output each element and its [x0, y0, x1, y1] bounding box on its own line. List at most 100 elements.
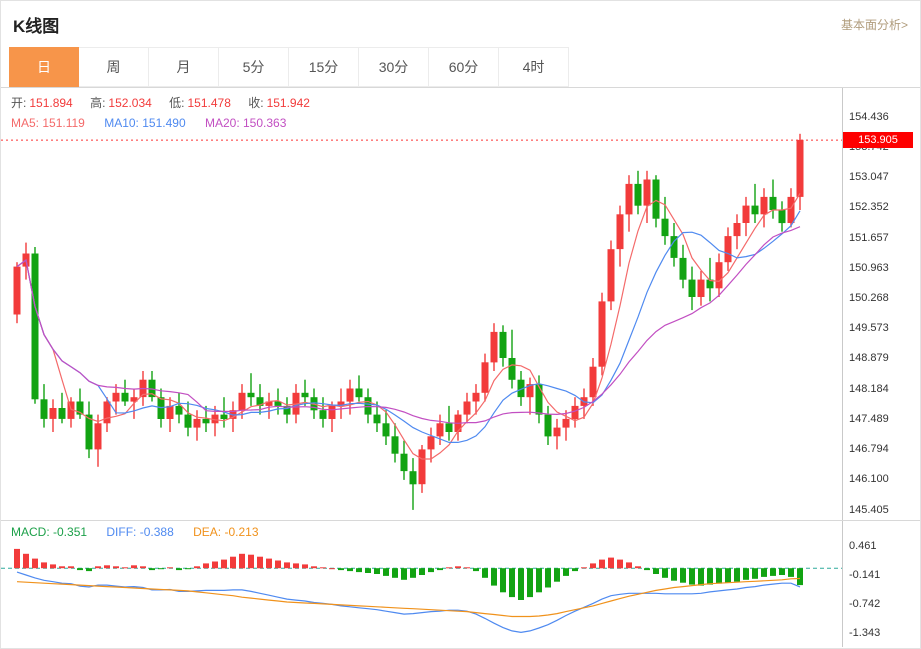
tab-day[interactable]: 日	[9, 47, 79, 87]
candlestick-chart[interactable]	[1, 88, 842, 520]
macd-bar	[329, 568, 335, 570]
candle-body	[373, 414, 381, 424]
candle-body	[265, 401, 273, 406]
candle-body	[697, 279, 705, 297]
price-axis-label: 150.268	[849, 291, 889, 304]
ma20-line	[16, 226, 801, 424]
tab-4hour[interactable]: 4时	[499, 47, 569, 87]
macd-bar	[266, 558, 272, 569]
candle-body	[544, 414, 552, 437]
macd-bar	[167, 567, 173, 569]
price-axis-label: 147.489	[849, 412, 889, 425]
candle-body	[418, 449, 426, 485]
macd-bar	[590, 563, 596, 569]
macd-bar	[149, 568, 155, 571]
macd-axis-label: 0.461	[849, 539, 877, 552]
macd-bar	[185, 568, 191, 570]
candle-body	[445, 423, 453, 432]
macd-bar	[419, 568, 425, 575]
macd-bar	[491, 568, 497, 586]
candle-body	[184, 414, 192, 428]
candle-body	[670, 236, 678, 258]
candle-body	[571, 405, 579, 419]
macd-bar	[95, 566, 101, 569]
macd-bar	[203, 563, 209, 569]
candle-body	[319, 410, 327, 419]
candle-body	[490, 331, 498, 363]
macd-bar	[599, 559, 605, 569]
candle-body	[94, 423, 102, 450]
price-axis-label: 151.657	[849, 231, 889, 244]
candle-body	[787, 196, 795, 223]
macd-bar	[788, 568, 794, 577]
candle-body	[796, 139, 804, 197]
macd-bar	[248, 554, 254, 569]
macd-bar	[473, 568, 479, 572]
candle-body	[679, 257, 687, 280]
macd-bar	[140, 566, 146, 569]
macd-bar	[689, 568, 695, 585]
candle-body	[499, 331, 507, 358]
macd-bar	[374, 568, 380, 574]
macd-bar	[410, 568, 416, 578]
macd-bar	[716, 568, 722, 584]
macd-bar	[239, 553, 245, 569]
macd-bar	[482, 568, 488, 578]
macd-bar	[293, 563, 299, 569]
tab-month[interactable]: 月	[149, 47, 219, 87]
candle-body	[481, 362, 489, 393]
candle-body	[589, 366, 597, 398]
macd-bar	[617, 559, 623, 569]
tab-30min[interactable]: 30分	[359, 47, 429, 87]
candle-body	[220, 414, 228, 419]
macd-bar	[113, 566, 119, 569]
candle-body	[58, 408, 66, 419]
macd-bar	[86, 568, 92, 572]
candle-body	[634, 183, 642, 206]
candle-body	[688, 279, 696, 297]
candle-body	[49, 408, 57, 419]
macd-bar	[581, 567, 587, 569]
candle-body	[562, 418, 570, 428]
macd-bar	[725, 568, 731, 583]
macd-bar	[221, 559, 227, 569]
macd-bar	[518, 568, 524, 600]
macd-bar	[284, 562, 290, 569]
price-axis-label: 145.405	[849, 503, 889, 516]
candle-body	[13, 266, 21, 315]
fundamental-analysis-link[interactable]: 基本面分析>	[840, 17, 908, 32]
macd-axis-label: -1.343	[849, 626, 881, 639]
macd-bar	[32, 558, 38, 569]
macd-bar	[68, 566, 74, 569]
macd-bar	[59, 566, 65, 569]
current-price-tag: 153.905	[843, 132, 913, 149]
tab-5min[interactable]: 5分	[219, 47, 289, 87]
candle-body	[112, 392, 120, 402]
macd-bar	[392, 568, 398, 578]
macd-bar	[320, 567, 326, 569]
price-axis-label: 150.963	[849, 261, 889, 274]
macd-bar	[653, 568, 659, 574]
tab-week[interactable]: 周	[79, 47, 149, 87]
candle-body	[382, 423, 390, 437]
macd-bar	[77, 568, 83, 571]
price-axis-label: 152.352	[849, 201, 889, 214]
macd-bar	[779, 568, 785, 575]
widget-header: K线图 基本面分析>	[1, 1, 920, 47]
ma5-line	[16, 193, 801, 460]
candle-body	[751, 205, 759, 215]
candle-body	[67, 401, 75, 419]
macd-bar	[122, 567, 128, 569]
tab-15min[interactable]: 15分	[289, 47, 359, 87]
macd-bar	[797, 568, 803, 586]
candle-body	[130, 397, 138, 402]
tab-60min[interactable]: 60分	[429, 47, 499, 87]
macd-bar	[41, 562, 47, 569]
macd-chart[interactable]	[1, 521, 842, 647]
macd-bar	[428, 568, 434, 573]
candle-body	[355, 388, 363, 398]
macd-bar	[662, 568, 668, 578]
macd-bar	[644, 568, 650, 571]
candle-body	[607, 249, 615, 302]
